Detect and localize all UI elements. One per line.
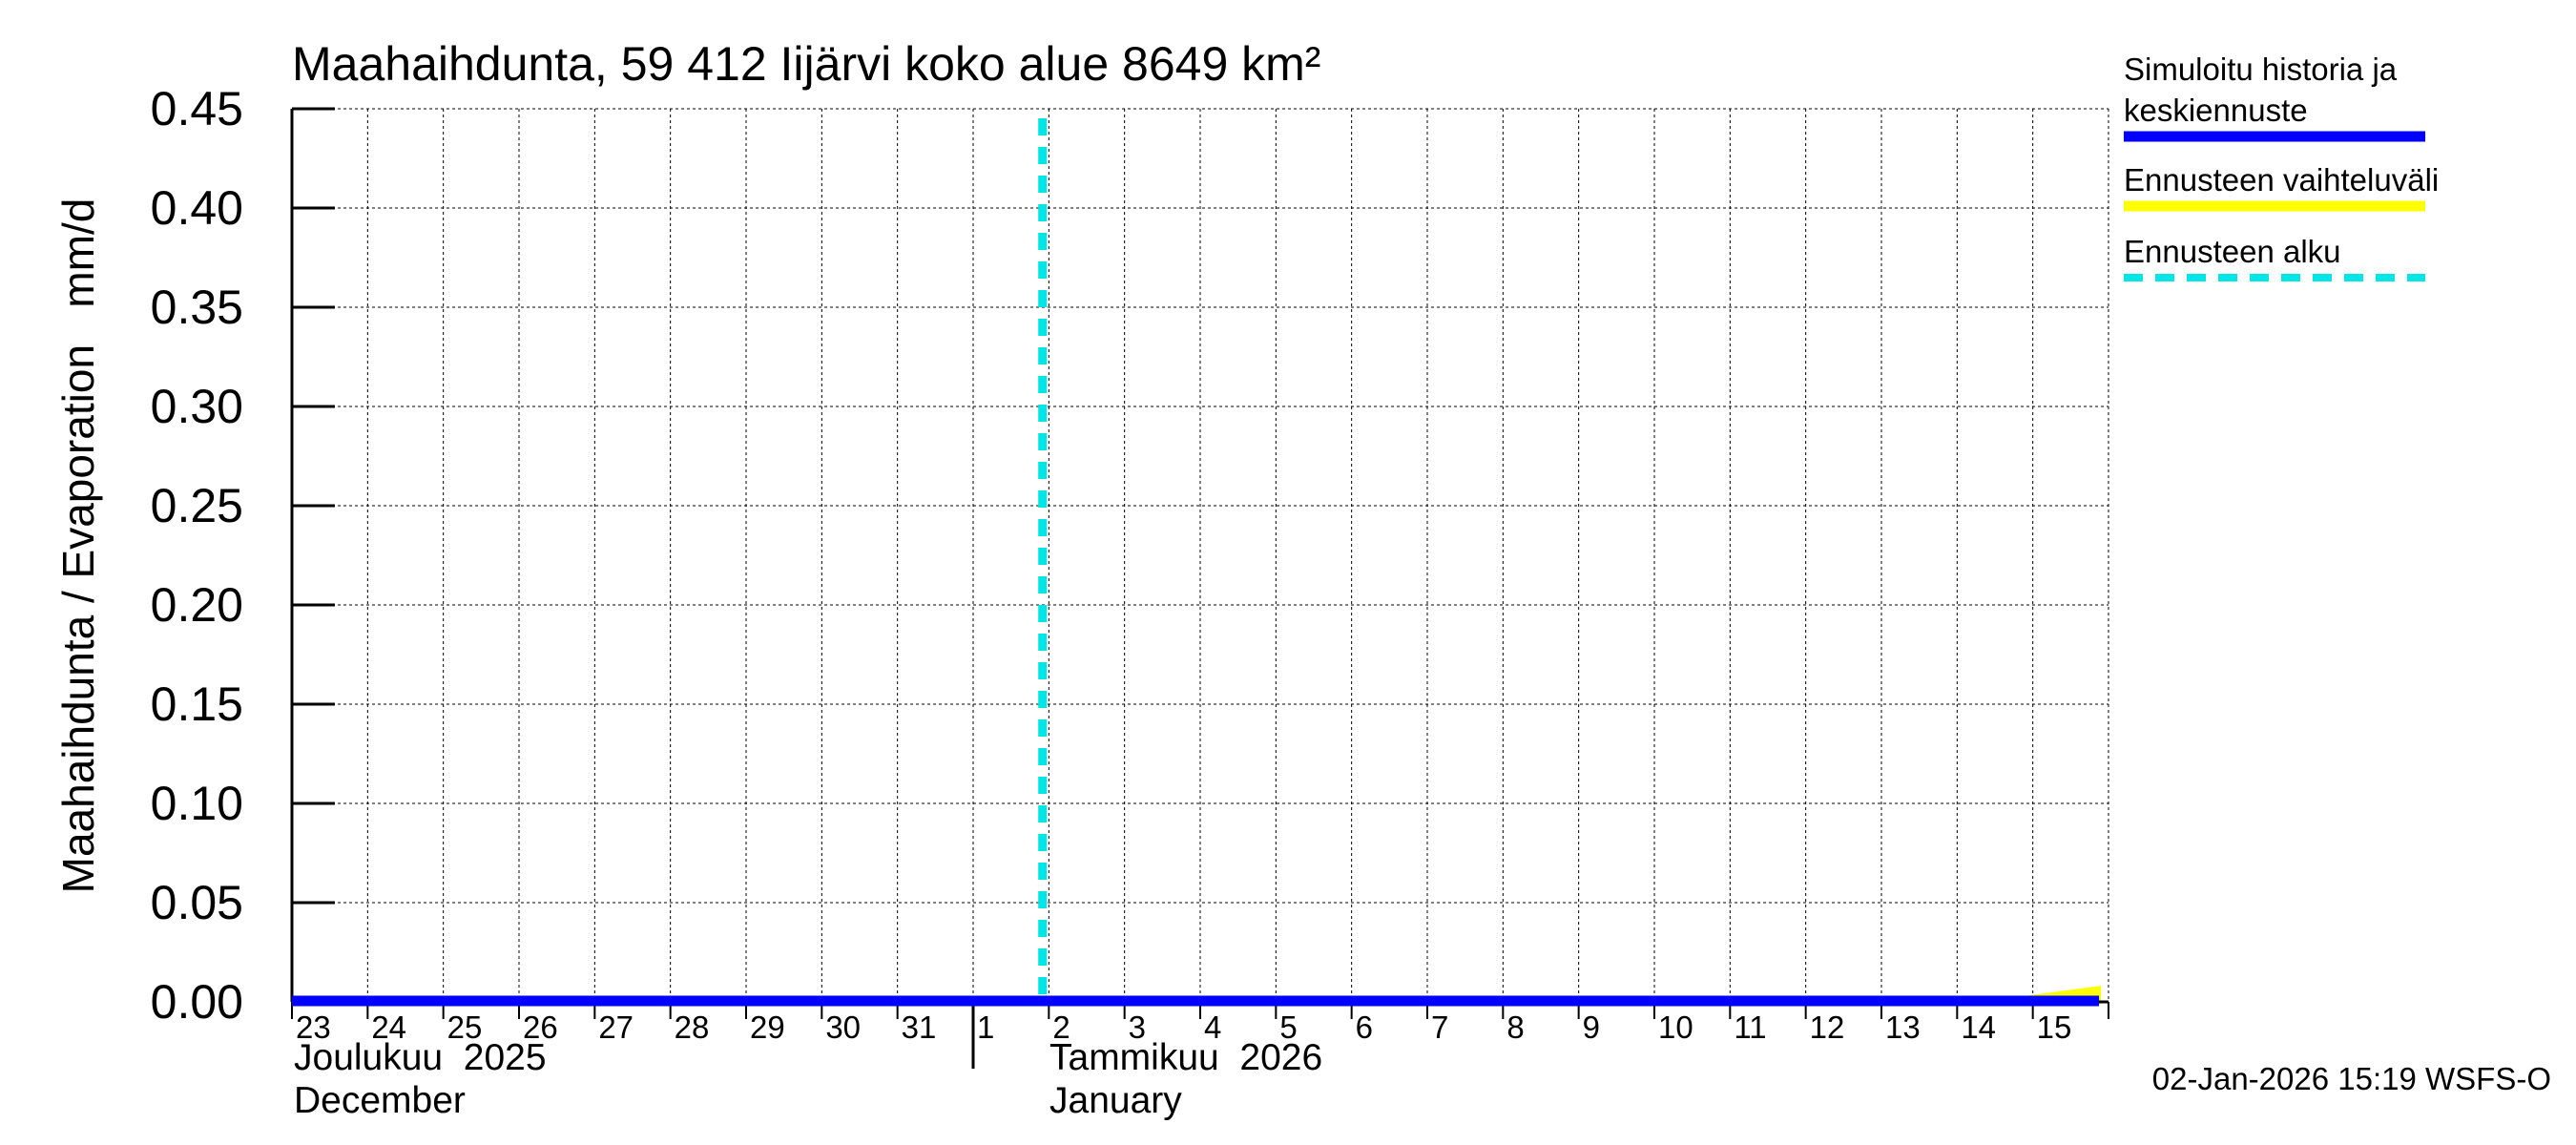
x-tick-label: 6 <box>1356 1010 1373 1045</box>
y-axis-label: Maahaihdunta / Evaporation mm/d <box>53 198 103 894</box>
x-tick-label: 14 <box>1961 1010 1996 1045</box>
chart-title: Maahaihdunta, 59 412 Iijärvi koko alue 8… <box>292 37 1320 91</box>
y-tick-label: 0.25 <box>151 479 243 532</box>
y-tick-label: 0.05 <box>151 876 243 929</box>
x-tick-label: 27 <box>598 1010 634 1045</box>
x-tick-label: 1 <box>977 1010 994 1045</box>
x-tick-label: 11 <box>1734 1010 1766 1045</box>
x-tick-label: 5 <box>1279 1010 1297 1045</box>
month-label-en-1: January <box>1049 1080 1182 1121</box>
x-tick-label: 25 <box>447 1010 483 1045</box>
month-label-fi-0: Joulukuu 2025 <box>294 1037 547 1078</box>
x-tick-label: 12 <box>1810 1010 1845 1045</box>
legend-label-range: Ennusteen vaihteluväli <box>2124 162 2439 198</box>
x-tick-label: 26 <box>523 1010 558 1045</box>
y-tick-label: 0.00 <box>151 975 243 1029</box>
month-label-en-0: December <box>294 1080 466 1121</box>
x-tick-label: 29 <box>750 1010 785 1045</box>
series-layer <box>292 118 2100 1007</box>
x-tick-label: 9 <box>1583 1010 1600 1045</box>
x-tick-label: 10 <box>1658 1010 1693 1045</box>
x-tick-label: 28 <box>675 1010 710 1045</box>
legend-label-history-line2: keskiennuste <box>2124 93 2308 128</box>
y-tick-labels: 0.00 0.05 0.10 0.15 0.20 0.25 0.30 0.35 0.40 0.45 <box>151 82 243 1029</box>
x-tick-label: 15 <box>2037 1010 2072 1045</box>
x-tick-labels: 23 24 25 26 27 28 29 30 31 1 2 3 4 5 6 7 8 9 10 11 12 13 14 15 <box>296 1010 2071 1045</box>
y-tick-label: 0.30 <box>151 380 243 433</box>
legend: Simuloitu historia ja keskiennuste Ennus… <box>2124 52 2439 281</box>
y-tick-label: 0.40 <box>151 181 243 235</box>
footer-timestamp: 02-Jan-2026 15:19 WSFS-O <box>2152 1061 2551 1096</box>
x-tick-label: 3 <box>1129 1010 1146 1045</box>
x-tick-label: 24 <box>371 1010 406 1045</box>
x-tick-label: 30 <box>825 1010 861 1045</box>
x-tick-label: 31 <box>902 1010 937 1045</box>
y-tick-label: 0.15 <box>151 677 243 731</box>
x-tick-label: 23 <box>296 1010 331 1045</box>
x-tick-label: 7 <box>1431 1010 1448 1045</box>
y-tick-label: 0.45 <box>151 82 243 135</box>
y-tick-label: 0.10 <box>151 777 243 830</box>
x-tick-label: 2 <box>1052 1010 1070 1045</box>
x-tick-label: 4 <box>1204 1010 1221 1045</box>
grid-layer <box>292 108 2109 1002</box>
legend-label-history-line1: Simuloitu historia ja <box>2124 52 2398 87</box>
month-label-fi-1: Tammikuu 2026 <box>1049 1037 1322 1078</box>
y-tick-label: 0.35 <box>151 281 243 334</box>
x-tick-label: 8 <box>1506 1010 1524 1045</box>
y-tick-label: 0.20 <box>151 578 243 632</box>
legend-label-forecast-start: Ennusteen alku <box>2124 234 2341 269</box>
x-tick-label: 13 <box>1885 1010 1921 1045</box>
